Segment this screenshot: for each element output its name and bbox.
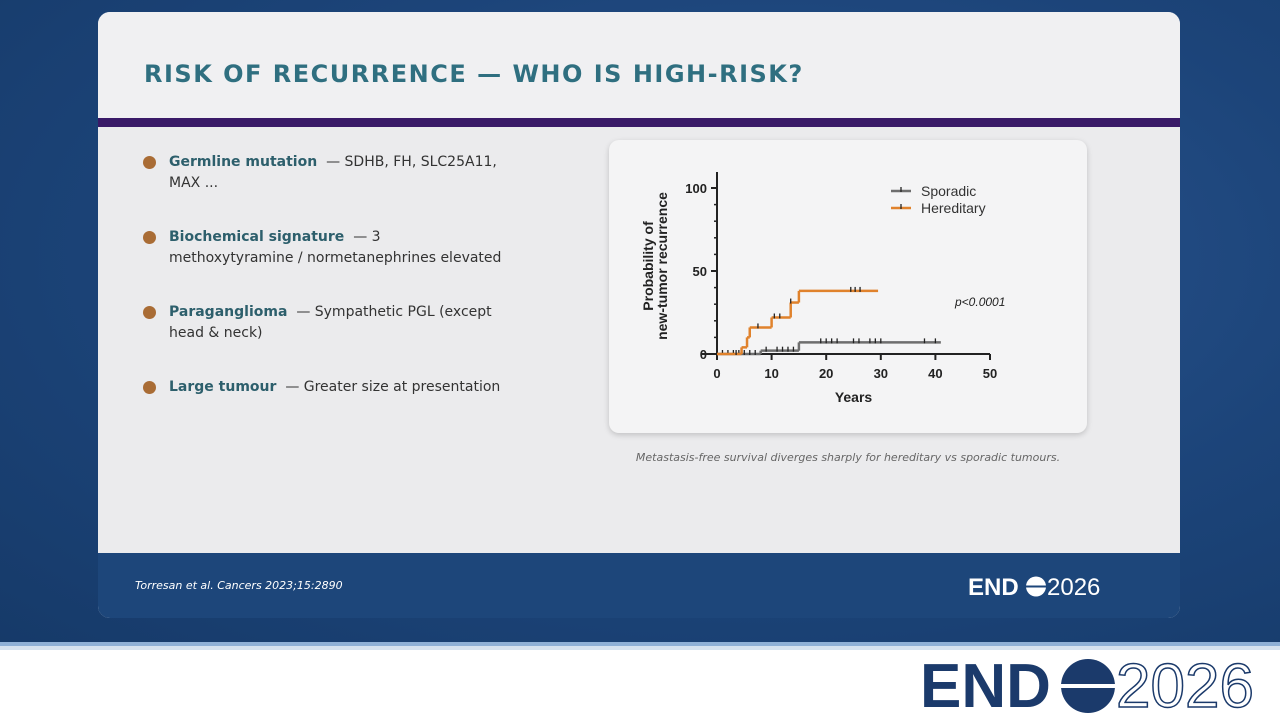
bullet: Germline mutation — SDHB, FH, SLC25A11, … — [143, 152, 543, 194]
slide-header: RISK OF RECURRENCE — WHO IS HIGH-RISK? — [98, 12, 1180, 118]
legend-label: Hereditary — [921, 200, 986, 216]
slide-title: RISK OF RECURRENCE — WHO IS HIGH-RISK? — [144, 60, 804, 88]
x-axis-label: Years — [835, 389, 873, 405]
slide: RISK OF RECURRENCE — WHO IS HIGH-RISK? G… — [98, 12, 1180, 618]
y-tick-label: 50 — [693, 264, 707, 279]
logo-text: 2026 — [1047, 574, 1100, 601]
bullet-label: Paraganglioma — [169, 304, 288, 320]
x-tick-label: 40 — [928, 366, 942, 381]
stripe — [0, 646, 1280, 650]
y-tick-label: 100 — [685, 181, 707, 196]
y-axis-label: Probability of — [640, 221, 656, 311]
brand-text: END — [920, 652, 1051, 720]
y-tick-label: 0 — [700, 347, 707, 362]
bullet: Biochemical signature — 3 methoxytyramin… — [143, 227, 543, 269]
bullet-text: — Greater size at presentation — [285, 379, 501, 395]
bullet-dot — [143, 231, 156, 244]
annotation: p<0.0001 — [954, 295, 1005, 309]
chart-card: 0 50 100 0 10 20 30 40 50 Years Probability of new-… — [609, 140, 1087, 433]
caption: Metastasis-free survival diverges sharpl… — [635, 451, 1061, 464]
bullet-dot — [143, 156, 156, 169]
x-tick-label: 10 — [764, 366, 778, 381]
bullet-dot — [143, 381, 156, 394]
x-tick-label: 20 — [819, 366, 833, 381]
bullet-text: — SDHB, FH, SLC25A11, MAX ... — [169, 154, 497, 191]
bullet: Large tumour — Greater size at presentat… — [143, 377, 543, 398]
bullet-label: Germline mutation — [169, 154, 318, 170]
x-tick-label: 30 — [874, 366, 888, 381]
citation: Torresan et al. Cancers 2023;15:2890 — [135, 579, 343, 592]
x-tick-label: 0 — [713, 366, 720, 381]
bullet-label: Biochemical signature — [169, 229, 345, 245]
slide-footer: Torresan et al. Cancers 2023;15:2890 END… — [98, 553, 1180, 618]
footer-logo: END 2026 — [968, 574, 1100, 601]
logo-text: END — [968, 574, 1019, 601]
y-axis-label: new-tumor recurrence — [654, 192, 670, 340]
bullet-label: Large tumour — [169, 379, 277, 395]
bullet-text: — Sympathetic PGL (except head & neck) — [169, 304, 492, 341]
brand-logo: END 2026 — [920, 652, 1255, 720]
brand-text: 2026 — [1116, 652, 1254, 720]
bullet-text: — 3 methoxytyramine / normetanephrines e… — [169, 229, 502, 266]
stripe — [0, 642, 1280, 646]
bullet: Paraganglioma — Sympathetic PGL (except … — [143, 302, 543, 344]
divider — [98, 118, 1180, 127]
x-tick-label: 50 — [983, 366, 997, 381]
chart: 0 50 100 0 10 20 30 40 50 Years Probability ofnew-… — [640, 172, 1005, 405]
bullet-dot — [143, 306, 156, 319]
legend-label: Sporadic — [921, 183, 976, 199]
